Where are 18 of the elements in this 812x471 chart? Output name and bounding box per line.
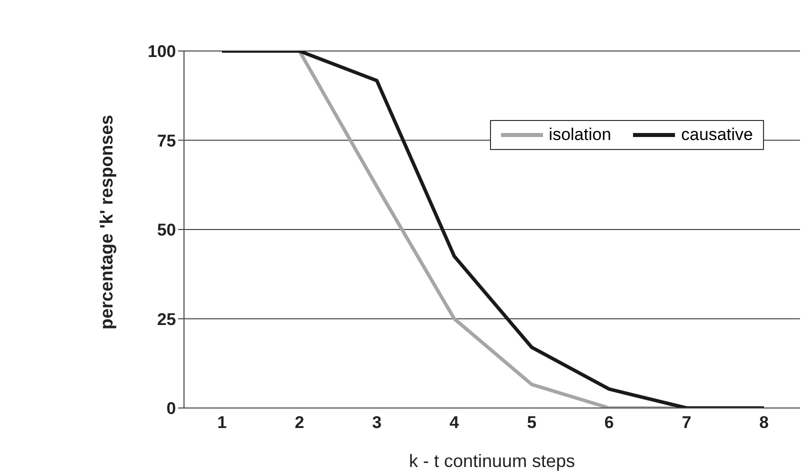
- legend-label: isolation: [548, 125, 612, 145]
- x-tick-label: 3: [372, 413, 382, 432]
- x-tick-label: 4: [450, 413, 460, 432]
- line-series: [220, 51, 766, 408]
- x-tick-label: 1: [217, 413, 227, 432]
- x-tick-label: 5: [526, 413, 536, 432]
- y-axis-title: percentage 'k' responses: [96, 114, 116, 330]
- x-tick-label: 2: [294, 413, 304, 432]
- x-tick-label: 8: [759, 413, 769, 432]
- x-tick-label: 7: [682, 413, 692, 432]
- y-tick-label: 50: [157, 220, 176, 240]
- y-tick-label: 0: [166, 399, 176, 418]
- x-axis-title: k - t continuum steps: [408, 451, 576, 471]
- x-tick-label: 6: [604, 413, 614, 432]
- legend-label: causative: [680, 125, 753, 145]
- y-tick-label: 100: [148, 42, 176, 62]
- y-tick-label: 25: [157, 310, 176, 329]
- y-tick-label: 75: [157, 131, 176, 150]
